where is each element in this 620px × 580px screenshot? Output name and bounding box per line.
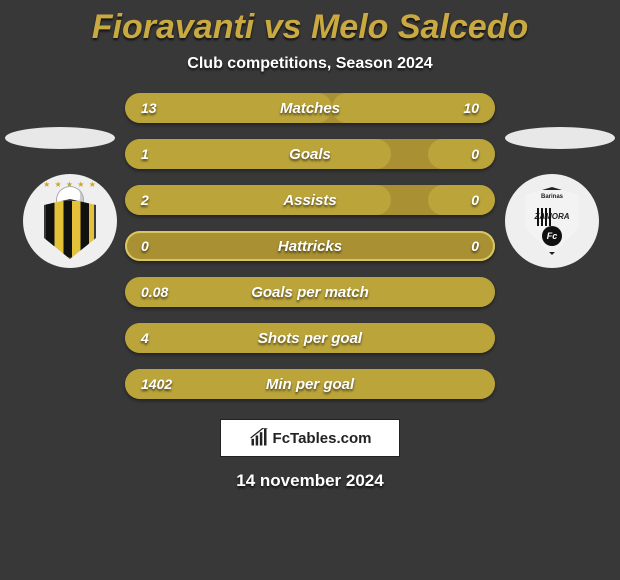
shield-icon — [44, 199, 96, 259]
stat-label: Hattricks — [180, 238, 440, 255]
crest-banner: Barinas — [541, 194, 563, 200]
country-ellipse-right — [505, 127, 615, 149]
stat-row: 2Assists0 — [125, 185, 495, 215]
stat-value-left: 2 — [125, 192, 180, 208]
stat-label: Goals — [180, 146, 440, 163]
page-title: Fioravanti vs Melo Salcedo — [0, 0, 620, 47]
subtitle: Club competitions, Season 2024 — [0, 55, 620, 73]
vs-text: vs — [264, 8, 302, 46]
footer-date: 14 november 2024 — [0, 471, 620, 491]
club-crest-right: Barinas ZAMORA Fc — [505, 174, 599, 268]
crest-stripes-icon — [537, 208, 551, 226]
stat-row: 4Shots per goal — [125, 323, 495, 353]
stat-row: 1402Min per goal — [125, 369, 495, 399]
crest-fc: Fc — [542, 226, 562, 246]
stat-value-left: 0.08 — [125, 284, 180, 300]
player1-name: Fioravanti — [92, 8, 254, 46]
stat-row: 13Matches10 — [125, 93, 495, 123]
shield-icon: Barinas ZAMORA Fc — [522, 187, 582, 255]
club-badge-right: Barinas ZAMORA Fc — [505, 174, 599, 268]
stat-value-left: 1402 — [125, 376, 180, 392]
stat-row: 0.08Goals per match — [125, 277, 495, 307]
stat-value-left: 0 — [125, 238, 180, 254]
stat-value-right: 0 — [440, 192, 495, 208]
stat-label: Assists — [180, 192, 440, 209]
bar-chart-icon — [249, 428, 269, 448]
stat-value-right: 10 — [440, 100, 495, 116]
stat-row: 1Goals0 — [125, 139, 495, 169]
club-badge-left: ★ ★ ★ ★ ★ — [23, 174, 117, 268]
stat-value-left: 13 — [125, 100, 180, 116]
stat-value-left: 1 — [125, 146, 180, 162]
stat-value-left: 4 — [125, 330, 180, 346]
stat-value-right: 0 — [440, 238, 495, 254]
stat-label: Goals per match — [180, 284, 440, 301]
brand-text: FcTables.com — [273, 430, 372, 447]
player2-name: Melo Salcedo — [311, 8, 528, 46]
brand-box: FcTables.com — [220, 419, 400, 457]
stats-container: 13Matches101Goals02Assists00Hattricks00.… — [125, 93, 495, 399]
club-crest-left: ★ ★ ★ ★ ★ — [23, 174, 117, 268]
stat-label: Shots per goal — [180, 330, 440, 347]
country-ellipse-left — [5, 127, 115, 149]
stat-row: 0Hattricks0 — [125, 231, 495, 261]
stat-label: Matches — [180, 100, 440, 117]
stat-label: Min per goal — [180, 376, 440, 393]
stat-value-right: 0 — [440, 146, 495, 162]
